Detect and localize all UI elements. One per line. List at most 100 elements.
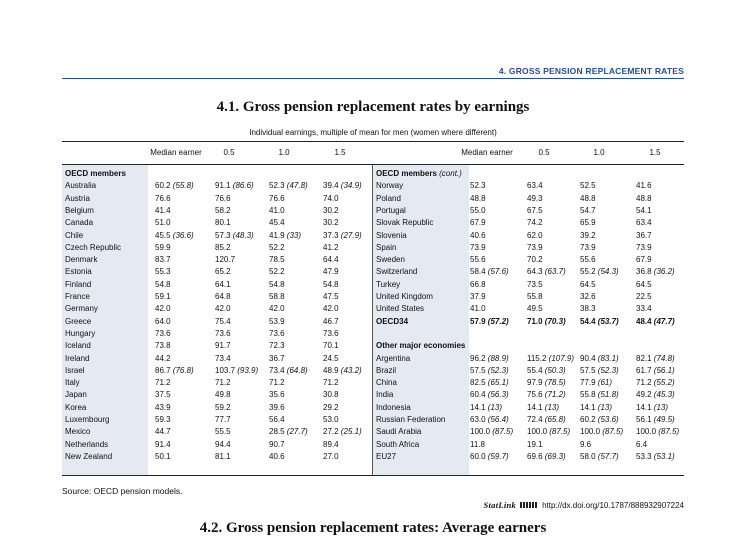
table-group-heading: OECD members (cont.)	[373, 168, 684, 180]
women-value: (61)	[597, 378, 613, 388]
value-cell: 29.2	[323, 402, 339, 412]
country-name: Spain	[376, 242, 397, 252]
value-cell: 74.2	[527, 218, 543, 228]
value-cell: 73.4 (64.8)	[269, 365, 308, 375]
value-cell: 44.2	[155, 353, 171, 363]
women-value: (56.1)	[653, 365, 675, 375]
country-name: China	[376, 378, 397, 388]
value-cell: 52.3	[470, 181, 486, 191]
value-cell: 54.8	[323, 279, 339, 289]
country-name: EU27	[376, 451, 397, 461]
value-cell: 55.5	[215, 427, 231, 437]
women-value: (86.6)	[232, 181, 254, 191]
value-cell: 73.4	[215, 353, 231, 363]
value-cell: 58.4 (57.6)	[470, 267, 509, 277]
value-cell: 74.0	[323, 193, 339, 203]
table-row: United Kingdom 37.9 55.8 32.6 22.5	[373, 291, 684, 303]
country-name: OECD members (cont.)	[376, 169, 462, 178]
value-cell: 49.2 (45.3)	[636, 390, 675, 400]
value-cell: 66.8	[470, 279, 486, 289]
table-subtitle: Individual earnings, multiple of mean fo…	[249, 128, 497, 137]
value-cell: 58.2	[215, 205, 231, 215]
women-value: (71.2)	[544, 390, 566, 400]
country-name: OECD34	[376, 316, 409, 326]
country-name: Indonesia	[376, 402, 411, 412]
table-row: Slovenia 40.6 62.0 39.2 36.7	[373, 230, 684, 242]
table-row: Saudi Arabia 100.0 (87.5) 100.0 (87.5) 100.…	[373, 426, 684, 438]
table-row: Denmark 83.7 120.7 78.5 64.4	[62, 254, 373, 266]
value-cell: 27.2 (25.1)	[323, 427, 362, 437]
value-cell: 71.2	[215, 378, 231, 388]
table-row: Slovak Republic 67.9 74.2 65.9 63.4	[373, 217, 684, 229]
table-row: France 59.1 64.8 58.8 47.5	[62, 291, 373, 303]
col-header-median-left: Median earner	[150, 148, 202, 157]
table-row: Iceland 73.8 91.7 72.3 70.1	[62, 340, 373, 352]
value-cell: 71.2	[269, 378, 285, 388]
value-cell: 100.0 (87.5)	[636, 427, 680, 437]
value-cell: 73.5	[527, 279, 543, 289]
table-row: Canada 51.0 80.1 45.4 30.2	[62, 217, 373, 229]
statlink[interactable]: StatLink http://dx.doi.org/10.1787/88893…	[483, 500, 684, 510]
table-row: China 82.5 (65.1) 97.9 (78.5) 77.9 (61) 71.2…	[373, 377, 684, 389]
statlink-url[interactable]: http://dx.doi.org/10.1787/888932907224	[542, 500, 684, 510]
value-cell: 36.8 (36.2)	[636, 267, 675, 277]
women-value: (87.5)	[492, 427, 514, 437]
value-cell: 54.8	[269, 279, 285, 289]
chapter-rule	[62, 78, 684, 79]
value-cell: 14.1 (13)	[470, 402, 503, 412]
value-cell: 77.7	[215, 415, 231, 424]
table-row: Russian Federation 63.0 (56.4) 72.4 (65.8)…	[373, 414, 684, 426]
value-cell: 55.6	[580, 255, 596, 265]
source-note: Source: OECD pension models.	[62, 486, 183, 496]
value-cell: 57.5 (52.3)	[470, 365, 509, 375]
women-value: (59.7)	[487, 451, 509, 461]
value-cell: 60.2 (55.8)	[155, 181, 194, 191]
value-cell: 55.6	[470, 255, 486, 265]
value-cell: 70.2	[527, 255, 543, 265]
country-name: Italy	[65, 378, 80, 388]
value-cell: 57.3 (48.3)	[215, 230, 254, 240]
value-cell: 120.7	[215, 255, 236, 265]
value-cell: 54.1	[636, 205, 652, 215]
women-value: (48.3)	[232, 230, 254, 240]
value-cell: 53.3 (53.1)	[636, 451, 675, 461]
women-value: (70.3)	[544, 316, 566, 326]
value-cell: 14.1 (13)	[580, 402, 613, 412]
women-value: (52.3)	[597, 365, 619, 375]
country-name: Iceland	[65, 341, 91, 351]
value-cell: 91.4	[155, 439, 171, 449]
next-table-title: 4.2. Gross pension replacement rates: Av…	[199, 520, 547, 536]
country-name: Greece	[65, 316, 92, 326]
value-cell: 44.7	[155, 427, 171, 437]
women-value: (57.2)	[487, 316, 509, 326]
women-value: (57.6)	[487, 267, 509, 277]
value-cell: 52.3 (47.8)	[269, 181, 308, 191]
value-cell: 100.0 (87.5)	[580, 427, 624, 437]
value-cell: 75.6 (71.2)	[527, 390, 566, 400]
table-header-row: Median earner 0.5 1.0 1.5 Median earner …	[62, 142, 684, 165]
women-value: (55.8)	[172, 181, 194, 191]
table-row: Switzerland 58.4 (57.6) 64.3 (63.7) 55.2 (5…	[373, 266, 684, 278]
column-divider	[372, 165, 373, 476]
value-cell: 49.8	[215, 390, 231, 400]
value-cell: 41.0	[269, 205, 285, 215]
value-cell: 22.5	[636, 292, 652, 301]
value-cell: 59.2	[215, 402, 231, 412]
value-cell: 45.5 (36.6)	[155, 230, 194, 240]
table-row: Netherlands 91.4 94.4 90.7 89.4	[62, 439, 373, 451]
value-cell: 41.4	[155, 205, 171, 215]
chapter-heading: 4. GROSS PENSION REPLACEMENT RATES	[498, 66, 684, 76]
women-value: (43.2)	[340, 365, 362, 375]
table-right-half: OECD members (cont.) Norway 52.3 63.4 52.5 41…	[373, 165, 684, 476]
value-cell: 36.7	[636, 230, 652, 240]
value-cell: 78.5	[269, 255, 285, 265]
value-cell: 37.9	[470, 292, 486, 301]
value-cell: 55.0	[470, 205, 486, 215]
value-cell: 38.3	[580, 304, 596, 314]
value-cell: 64.5	[580, 279, 596, 289]
women-value: (88.9)	[487, 353, 509, 363]
country-name: Korea	[65, 402, 87, 412]
value-cell: 77.9 (61)	[580, 378, 613, 388]
value-cell: 48.4 (47.7)	[636, 316, 675, 326]
women-value: (36.6)	[172, 230, 194, 240]
